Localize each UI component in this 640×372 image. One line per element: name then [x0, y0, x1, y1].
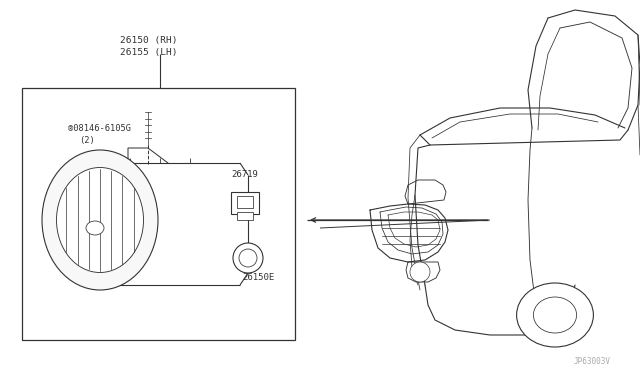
Bar	[237, 212, 253, 220]
Text: 26719: 26719	[231, 170, 258, 179]
Text: (2): (2)	[79, 135, 95, 144]
Ellipse shape	[86, 221, 104, 235]
Circle shape	[233, 243, 263, 273]
Circle shape	[410, 262, 430, 282]
Text: 26150 (RH): 26150 (RH)	[120, 35, 177, 45]
Text: 26155 (LH): 26155 (LH)	[120, 48, 177, 57]
Ellipse shape	[516, 283, 593, 347]
Bar	[231, 192, 259, 214]
Text: ®08146-6105G: ®08146-6105G	[68, 124, 131, 132]
Text: 26150E: 26150E	[242, 273, 275, 282]
Circle shape	[239, 249, 257, 267]
Ellipse shape	[533, 297, 577, 333]
Bar	[22, 88, 295, 340]
Ellipse shape	[56, 167, 143, 273]
Text: JP63003V: JP63003V	[574, 357, 611, 366]
Ellipse shape	[42, 150, 158, 290]
Bar	[237, 196, 253, 208]
